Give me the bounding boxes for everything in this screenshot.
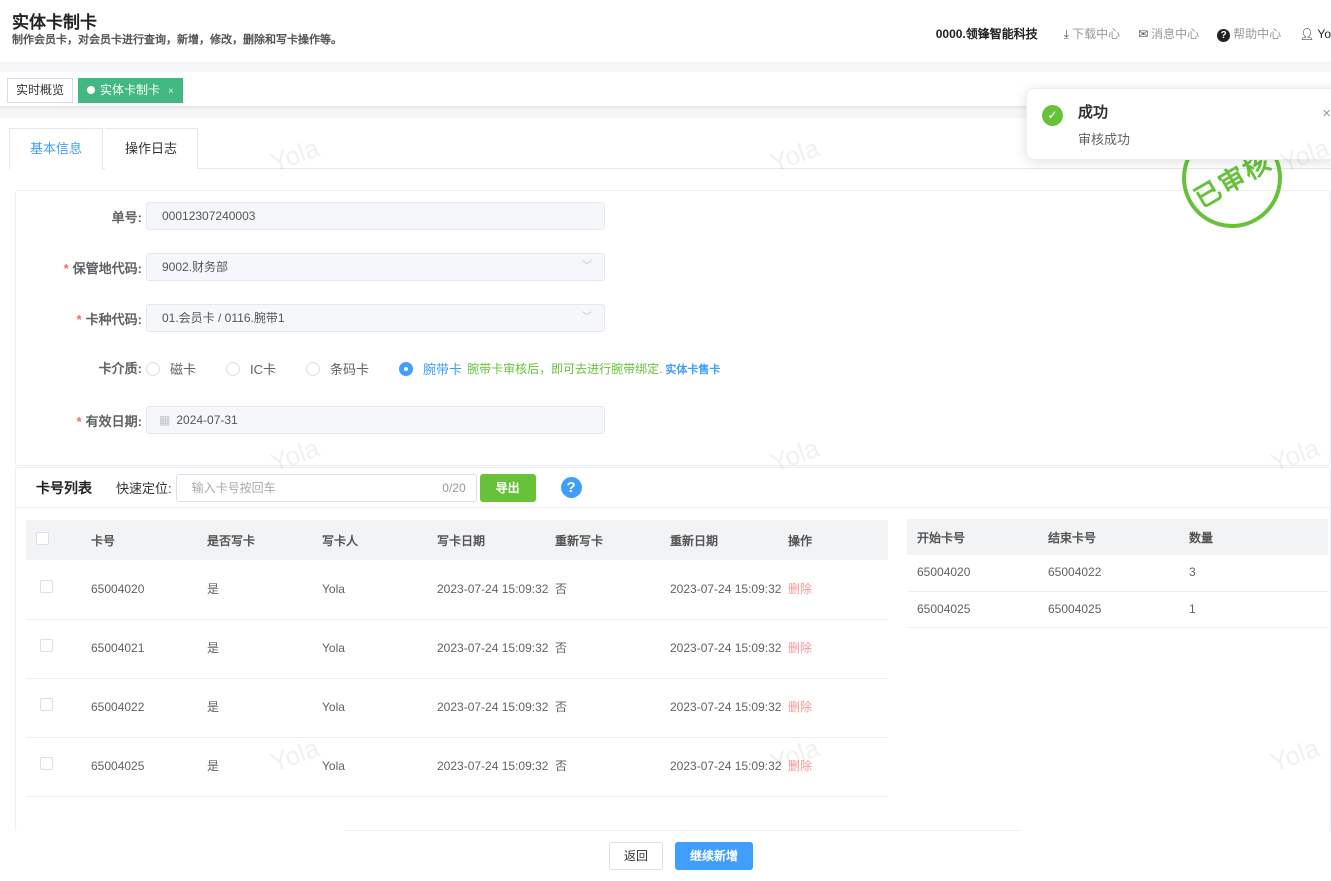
user-icon: 👤︎ xyxy=(1299,26,1315,41)
rewrite-status: 否 xyxy=(555,678,670,738)
success-toast: ✓ 成功 审核成功 × xyxy=(1026,88,1331,160)
written-status: 是 xyxy=(207,619,322,679)
delete-link[interactable]: 删除 xyxy=(788,759,813,773)
range-row: 65004025 65004025 1 xyxy=(907,591,1328,628)
page-tab-card-making[interactable]: 实体卡制卡 × xyxy=(78,78,183,103)
tab-operation-log[interactable]: 操作日志 xyxy=(105,128,199,169)
table-row: 65004021 是 Yola 2023-07-24 15:09:32 否 20… xyxy=(26,619,888,679)
radio-ic[interactable]: IC卡 xyxy=(226,359,276,378)
export-button[interactable]: 导出 xyxy=(479,473,536,502)
close-tab-icon[interactable]: × xyxy=(168,86,174,97)
main-content: 基本信息 操作日志 单号: 00012307240003 * 保管地代码: 900… xyxy=(0,118,1331,881)
locate-label: 快速定位: xyxy=(116,481,172,496)
active-dot-icon xyxy=(87,86,95,94)
writer: Yola xyxy=(322,737,437,797)
end-card: 65004025 xyxy=(1048,591,1189,628)
order-label: 单号: xyxy=(111,209,142,225)
quantity: 3 xyxy=(1189,555,1328,592)
write-date: 2023-07-24 15:09:32 xyxy=(437,560,555,620)
writer: Yola xyxy=(322,619,437,679)
toast-close-icon[interactable]: × xyxy=(1322,105,1331,122)
card-list-title: 卡号列表 xyxy=(36,479,92,496)
toast-message: 审核成功 xyxy=(1078,132,1131,147)
rewrite-status: 否 xyxy=(555,737,670,797)
card-number: 65004021 xyxy=(91,619,207,679)
radio-magnetic[interactable]: 磁卡 xyxy=(146,359,196,378)
page-header: 实体卡制卡 制作会员卡，对会员卡进行查询，新增，修改，删除和写卡操作等。 000… xyxy=(0,0,1331,62)
download-center-link[interactable]: ⤓ 下载中心 xyxy=(1063,27,1121,41)
writer: Yola xyxy=(322,678,437,738)
calendar-icon: ▦ xyxy=(159,413,171,427)
page-title: 实体卡制卡 xyxy=(12,13,97,32)
basic-info-form: 单号: 00012307240003 * 保管地代码: 9002.财务部 ﹀ * 卡种… xyxy=(15,190,1331,466)
row-checkbox[interactable] xyxy=(40,698,53,711)
locate-input[interactable]: 输入卡号按回车 0/20 xyxy=(175,473,477,502)
expiry-label: * 有效日期: xyxy=(76,413,142,429)
write-date: 2023-07-24 15:09:32 xyxy=(437,678,555,738)
chevron-down-icon: ﹀ xyxy=(582,261,592,272)
written-status: 是 xyxy=(207,737,322,797)
rewrite-date: 2023-07-24 15:09:32 xyxy=(670,678,788,738)
help-icon: ? xyxy=(1217,29,1231,42)
card-type-select[interactable]: 01.会员卡 / 0116.腕带1 ﹀ xyxy=(146,304,605,332)
card-number: 65004025 xyxy=(91,737,207,797)
rewrite-date: 2023-07-24 15:09:32 xyxy=(670,560,788,620)
write-date: 2023-07-24 15:09:32 xyxy=(437,737,555,797)
back-button[interactable]: 返回 xyxy=(609,842,664,870)
delete-link[interactable]: 删除 xyxy=(788,700,813,714)
written-status: 是 xyxy=(207,560,322,620)
table-row: 65004022 是 Yola 2023-07-24 15:09:32 否 20… xyxy=(26,678,888,738)
tab-basic-info[interactable]: 基本信息 xyxy=(9,128,104,170)
write-date: 2023-07-24 15:09:32 xyxy=(437,619,555,679)
writer: Yola xyxy=(322,560,437,620)
written-status: 是 xyxy=(207,678,322,738)
rewrite-date: 2023-07-24 15:09:32 xyxy=(670,737,788,797)
card-number: 65004020 xyxy=(91,560,207,620)
card-sale-link[interactable]: 实体卡售卡 xyxy=(665,364,721,376)
order-number-input[interactable]: 00012307240003 xyxy=(146,202,605,230)
rewrite-date: 2023-07-24 15:09:32 xyxy=(670,619,788,679)
help-icon[interactable]: ? xyxy=(560,477,582,498)
message-center-link[interactable]: ✉ 消息中心 xyxy=(1138,27,1200,41)
row-checkbox[interactable] xyxy=(40,579,53,593)
row-checkbox[interactable] xyxy=(40,757,53,770)
quantity: 1 xyxy=(1189,591,1328,628)
delete-link[interactable]: 删除 xyxy=(788,581,813,596)
medium-tip: 腕带卡审核后，即可去进行腕带绑定. 实体卡售卡 xyxy=(467,362,721,376)
card-number: 65004022 xyxy=(91,678,207,738)
continue-add-button[interactable]: 继续新增 xyxy=(675,842,754,870)
end-card: 65004022 xyxy=(1048,555,1189,592)
toast-title: 成功 xyxy=(1078,104,1109,121)
chevron-down-icon: ﹀ xyxy=(582,312,592,323)
card-list-panel: 卡号列表 快速定位: 输入卡号按回车 0/20 导出 ? 卡号 是否写卡 写卡人… xyxy=(15,467,1331,832)
table-row: 65004025 是 Yola 2023-07-24 15:09:32 否 20… xyxy=(26,737,888,797)
start-card: 65004020 xyxy=(907,555,1048,592)
user-menu[interactable]: 👤︎ Yo xyxy=(1299,26,1331,41)
org-name[interactable]: 0000.领锋智能科技 xyxy=(935,27,1038,41)
storage-label: * 保管地代码: xyxy=(63,260,142,276)
download-icon: ⤓ xyxy=(1063,27,1070,41)
range-row: 65004020 65004022 3 xyxy=(907,555,1328,592)
medium-label: 卡介质: xyxy=(98,360,142,376)
card-type-label: * 卡种代码: xyxy=(76,311,142,327)
card-table: 卡号 是否写卡 写卡人 写卡日期 重新写卡 重新日期 操作 65004020 是… xyxy=(26,520,888,797)
radio-wristband[interactable]: 腕带卡 xyxy=(399,359,462,378)
row-checkbox[interactable] xyxy=(40,639,53,652)
radio-barcode[interactable]: 条码卡 xyxy=(306,359,369,378)
page-tab-overview[interactable]: 实时概览 xyxy=(7,78,74,103)
delete-link[interactable]: 删除 xyxy=(788,641,813,655)
expiry-date-input[interactable]: ▦ 2024-07-31 xyxy=(146,406,605,434)
start-card: 65004025 xyxy=(907,591,1048,628)
rewrite-status: 否 xyxy=(555,560,670,620)
rewrite-status: 否 xyxy=(555,619,670,679)
help-center-link[interactable]: ? 帮助中心 xyxy=(1217,25,1281,42)
mail-icon: ✉ xyxy=(1138,27,1149,41)
storage-select[interactable]: 9002.财务部 ﹀ xyxy=(146,253,605,281)
page-subtitle: 制作会员卡，对会员卡进行查询，新增，修改，删除和写卡操作等。 xyxy=(12,34,342,46)
range-table: 开始卡号 结束卡号 数量 65004020 65004022 3 65004025 65… xyxy=(907,519,1328,628)
table-row: 65004020 是 Yola 2023-07-24 15:09:32 否 20… xyxy=(26,560,888,620)
success-check-icon: ✓ xyxy=(1042,105,1063,126)
select-all-checkbox[interactable] xyxy=(36,532,49,545)
